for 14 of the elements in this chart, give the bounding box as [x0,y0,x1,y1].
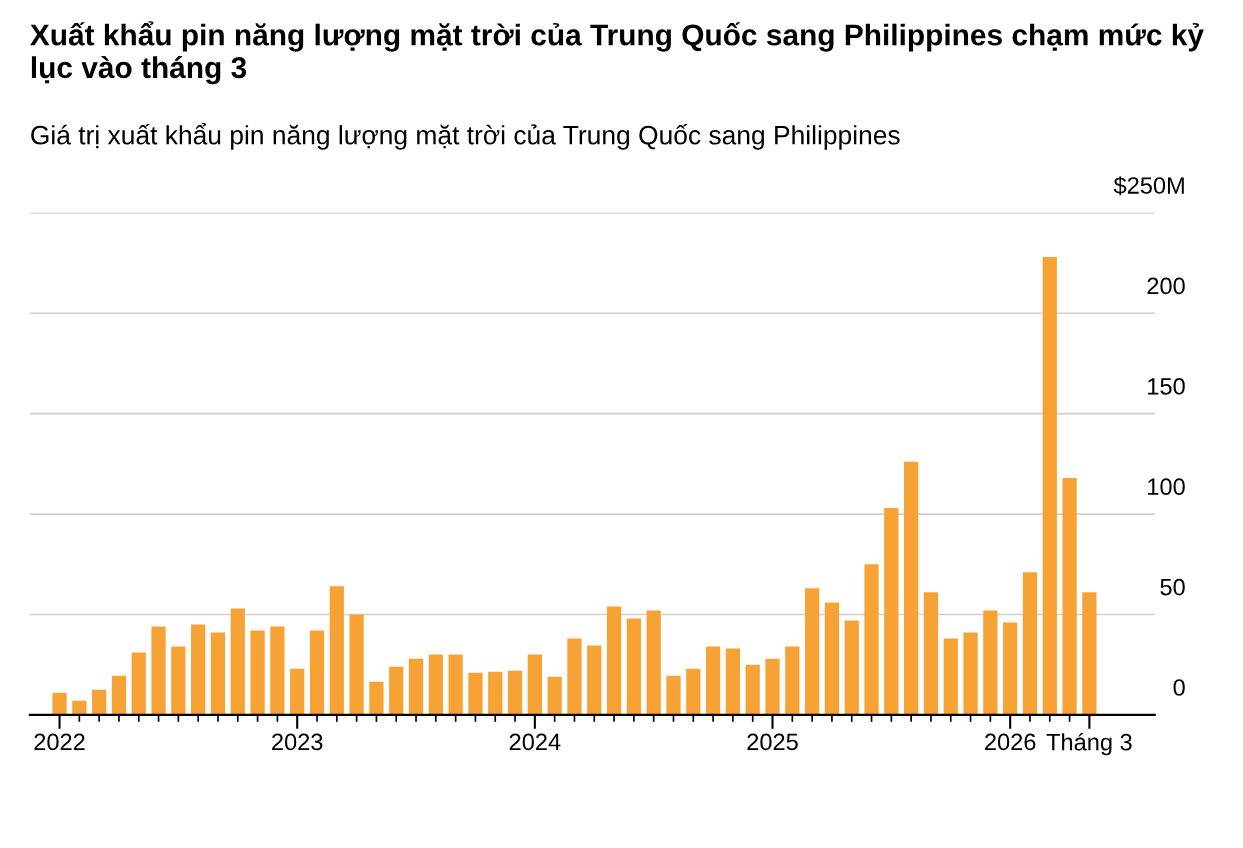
x-tick-label: 2026 [985,733,1036,751]
x-tick-label: 2022 [34,733,85,751]
x-tick-label: 2023 [272,733,323,751]
y-tick-label: 150 [1148,377,1185,395]
chart-subtitle: Giá trị xuất khẩu pin năng lượng mặt trời của Trung Quốc sang Philippines [31,122,900,150]
chart-title: Xuất khẩu pin năng lượng mặt trời của Trung Quốc sang Philippines chạm mức kỷ lục vào tháng 3 [30,21,1204,85]
y-tick-label: 0 [1173,679,1185,696]
x-tick-label: Tháng 3 [1046,732,1132,756]
y-tick-label: 50 [1160,578,1185,596]
x-tick-label: 2024 [509,733,561,751]
x-tick-label: 2025 [747,733,798,751]
y-tick-label: $250M [1113,176,1184,196]
y-tick-label: 100 [1148,478,1185,496]
y-tick-label: 200 [1147,277,1185,295]
